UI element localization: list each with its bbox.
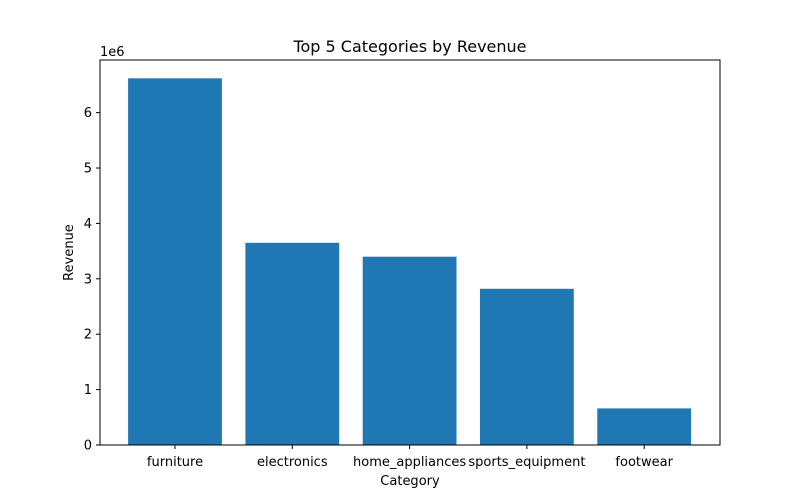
x-axis-label: Category	[380, 474, 440, 489]
y-ticks-group: 0 1 2 3 4 5 6	[84, 106, 100, 454]
bars-group	[128, 78, 692, 446]
y-tick-label: 3	[84, 272, 92, 287]
bar-sports_equipment	[480, 288, 574, 445]
y-tick-label: 2	[84, 328, 92, 343]
y-tick-label: 0	[84, 439, 92, 454]
y-tick-label: 1	[84, 383, 92, 398]
y-axis-label: Revenue	[62, 224, 77, 281]
y-offset-label: 1e6	[100, 45, 125, 60]
x-tick-label: electronics	[257, 455, 328, 470]
y-tick-label: 5	[84, 162, 92, 177]
x-ticks-group: furniture electronics home_appliances sport…	[147, 445, 674, 470]
plot-frame	[99, 59, 721, 446]
y-tick-label: 4	[84, 217, 92, 232]
bar-footwear	[597, 408, 692, 445]
bar-electronics	[245, 242, 340, 445]
x-tick-label: sports_equipment	[468, 455, 585, 470]
x-tick-label: furniture	[147, 455, 203, 470]
bar-furniture	[128, 78, 222, 446]
y-tick-label: 6	[84, 106, 92, 121]
x-tick-label: home_appliances	[353, 455, 466, 470]
bar-home_appliances	[362, 256, 457, 445]
x-tick-label: footwear	[615, 455, 673, 470]
chart-title: Top 5 Categories by Revenue	[292, 37, 526, 56]
